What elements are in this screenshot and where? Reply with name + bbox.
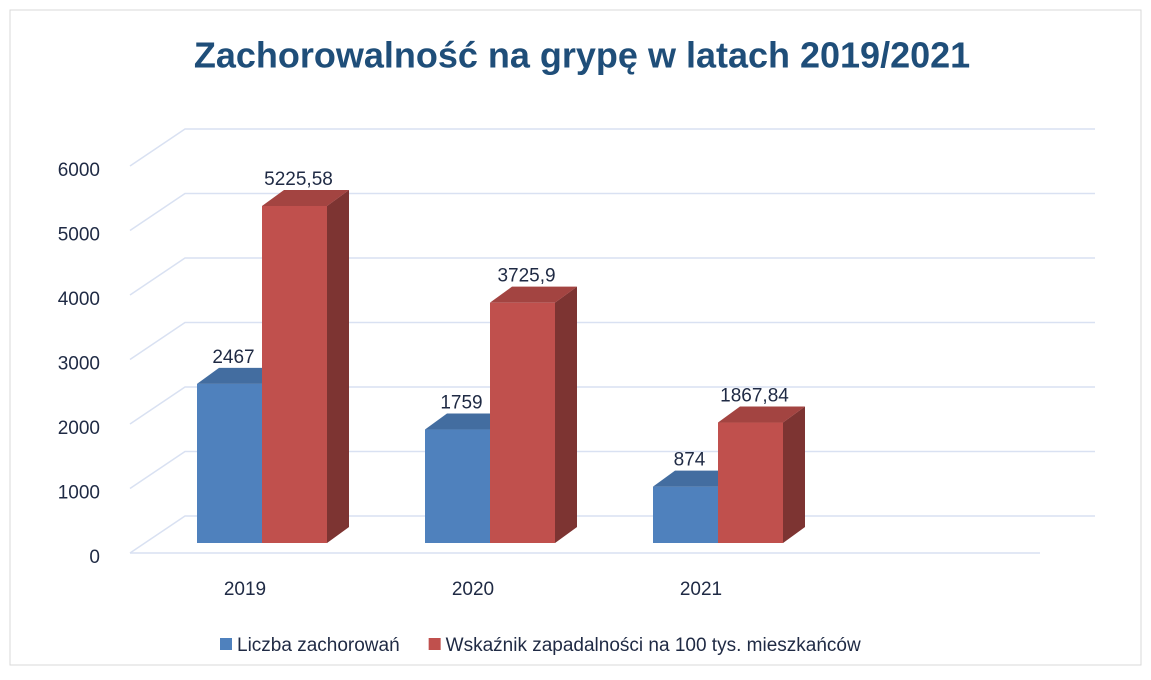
bar-side-shade bbox=[327, 189, 349, 544]
x-tick-label: 2019 bbox=[224, 579, 266, 600]
bar-top-shade bbox=[490, 286, 577, 303]
bar bbox=[262, 205, 327, 544]
chart-title: Zachorowalność na grypę w latach 2019/20… bbox=[194, 35, 970, 76]
bar-top bbox=[490, 286, 577, 303]
bar-side bbox=[555, 286, 577, 543]
y-tick-label: 6000 bbox=[58, 160, 100, 181]
grid-line bbox=[129, 386, 1095, 425]
grid-line bbox=[129, 128, 1095, 167]
bar-side-shade bbox=[555, 286, 577, 543]
bar-side bbox=[327, 189, 349, 544]
bar bbox=[653, 486, 718, 543]
grid-line bbox=[129, 257, 1095, 296]
legend-label: Wskaźnik zapadalności na 100 tys. mieszk… bbox=[446, 635, 861, 656]
x-tick-label: 2020 bbox=[452, 579, 494, 600]
legend-label: Liczba zachorowań bbox=[237, 635, 400, 656]
bar-top bbox=[718, 406, 805, 423]
data-label: 2467 bbox=[212, 347, 254, 368]
y-tick-label: 0 bbox=[89, 547, 100, 568]
data-label: 1867,84 bbox=[720, 386, 789, 407]
bar bbox=[425, 429, 490, 543]
bar-side bbox=[783, 406, 805, 543]
legend-swatch bbox=[428, 638, 441, 650]
data-label: 5225,58 bbox=[264, 169, 333, 190]
grid-line bbox=[129, 192, 1095, 232]
y-tick-label: 1000 bbox=[58, 483, 100, 504]
bar-top bbox=[262, 189, 349, 206]
y-tick-label: 3000 bbox=[58, 354, 100, 375]
data-label: 3725,9 bbox=[497, 266, 555, 287]
x-tick-label: 2021 bbox=[680, 579, 722, 600]
bar bbox=[490, 302, 555, 543]
bar-side-shade bbox=[783, 406, 805, 543]
grid-line bbox=[129, 321, 1095, 361]
bar-top-shade bbox=[262, 189, 349, 206]
data-label: 1759 bbox=[440, 393, 482, 414]
bar-top-shade bbox=[718, 406, 805, 423]
data-label: 874 bbox=[674, 450, 706, 471]
y-tick-label: 4000 bbox=[58, 289, 100, 310]
legend-swatch bbox=[220, 638, 232, 650]
y-tick-label: 5000 bbox=[58, 225, 100, 246]
y-tick-label: 2000 bbox=[58, 418, 100, 439]
bar bbox=[718, 422, 783, 543]
bar bbox=[197, 383, 262, 543]
